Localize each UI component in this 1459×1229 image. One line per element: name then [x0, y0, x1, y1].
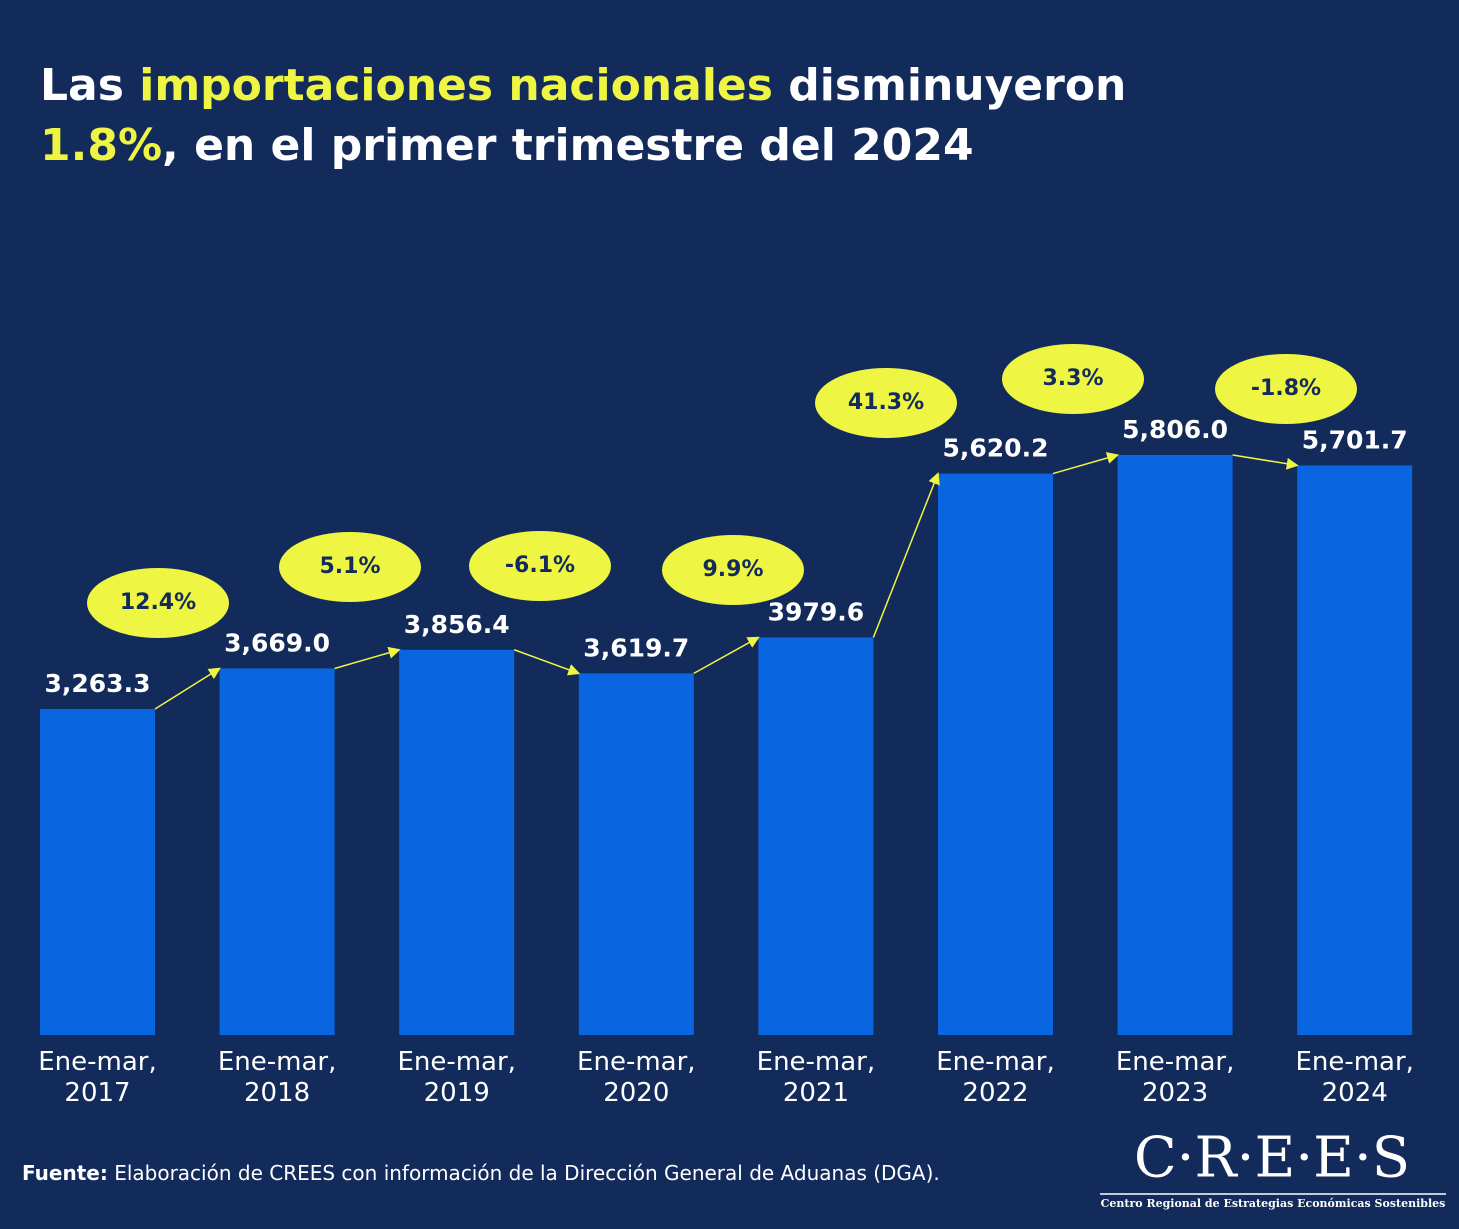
- growth-bubble: [279, 532, 421, 602]
- growth-arrow: [872, 472, 940, 638]
- chart-title: 1.8%, en el primer trimestre del 2024: [40, 120, 974, 171]
- x-tick-line: 2023: [1142, 1078, 1208, 1108]
- logo: C·R·E·E·S: [1134, 1126, 1410, 1191]
- growth-label: 41.3%: [848, 390, 924, 415]
- value-label: 3,856.4: [404, 610, 510, 639]
- x-tick-line: Ene-mar,: [1116, 1047, 1235, 1077]
- title-segment: , en el primer trimestre del 2024: [162, 120, 974, 171]
- bar: [219, 668, 335, 1035]
- title-segment: 1.8%: [40, 120, 162, 171]
- growth-label: 12.4%: [120, 590, 196, 615]
- growth-label: 3.3%: [1042, 366, 1103, 391]
- value-label: 3,263.3: [45, 669, 151, 698]
- x-tick-label: Ene-mar, 2019: [397, 1047, 516, 1108]
- x-tick-line: 2024: [1322, 1078, 1388, 1108]
- bar: [938, 473, 1053, 1035]
- x-tick-line: Ene-mar,: [38, 1047, 157, 1077]
- x-tick-label: Ene-mar, 2023: [1116, 1047, 1235, 1108]
- x-tick-line: Ene-mar,: [218, 1047, 337, 1077]
- growth-arrow: [1052, 452, 1120, 475]
- value-label: 3,619.7: [583, 633, 689, 662]
- growth-arrow: [693, 636, 760, 675]
- value-label: 5,620.2: [943, 434, 1049, 463]
- x-tick-label: Ene-mar, 2021: [757, 1047, 876, 1108]
- x-tick-line: 2017: [64, 1078, 130, 1108]
- x-tick-line: Ene-mar,: [1295, 1047, 1414, 1077]
- growth-bubble: [469, 531, 611, 601]
- bar: [40, 709, 155, 1035]
- x-tick-label: Ene-mar, 2020: [577, 1047, 696, 1108]
- growth-bubble: [87, 568, 229, 638]
- growth-label: -6.1%: [505, 553, 575, 578]
- growth-bubble: [662, 535, 804, 605]
- growth-label: 5.1%: [319, 554, 380, 579]
- x-tick-label: Ene-mar, 2017: [38, 1047, 157, 1108]
- source: Fuente: Elaboración de CREES con informa…: [22, 1161, 940, 1185]
- x-tick-label: Ene-mar, 2024: [1295, 1047, 1414, 1108]
- growth-arrow: [154, 667, 221, 710]
- growth-arrow: [513, 649, 581, 676]
- growth-label: 9.9%: [702, 557, 763, 582]
- bar: [1297, 465, 1413, 1036]
- x-tick-label: Ene-mar, 2022: [936, 1047, 1055, 1108]
- x-tick-line: Ene-mar,: [397, 1047, 516, 1077]
- title-segment: disminuyeron: [773, 60, 1126, 111]
- x-tick-line: Ene-mar,: [577, 1047, 696, 1077]
- value-label: 5,701.7: [1302, 425, 1408, 454]
- logo-subtitle: Centro Regional de Estrategias Económica…: [1101, 1197, 1446, 1210]
- bar: [399, 649, 515, 1035]
- x-tick-line: 2019: [424, 1078, 490, 1108]
- chart-title: Las importaciones nacionales disminuyero…: [40, 60, 1126, 111]
- bar: [758, 637, 874, 1035]
- title-segment: Las: [40, 60, 139, 111]
- value-label: 5,806.0: [1122, 415, 1228, 444]
- x-tick-line: 2020: [603, 1078, 669, 1108]
- growth-bubble: [1002, 344, 1144, 414]
- growth-bubble: [815, 368, 957, 438]
- growth-bubble: [1215, 354, 1357, 424]
- value-label: 3979.6: [768, 597, 864, 626]
- growth-arrow: [334, 646, 401, 670]
- title-segment: importaciones nacionales: [139, 60, 773, 111]
- value-label: 3,669.0: [224, 628, 330, 657]
- x-tick-line: 2022: [962, 1078, 1028, 1108]
- x-tick-line: Ene-mar,: [936, 1047, 1055, 1077]
- x-tick-label: Ene-mar, 2018: [218, 1047, 337, 1108]
- x-tick-line: Ene-mar,: [757, 1047, 876, 1077]
- source-text: Elaboración de CREES con información de …: [108, 1161, 940, 1185]
- bar: [578, 673, 694, 1035]
- x-tick-line: 2018: [244, 1078, 310, 1108]
- x-tick-line: 2021: [783, 1078, 849, 1108]
- bar: [1117, 455, 1233, 1035]
- growth-label: -1.8%: [1251, 376, 1321, 401]
- source-label: Fuente:: [22, 1161, 108, 1185]
- growth-arrow: [1232, 454, 1299, 470]
